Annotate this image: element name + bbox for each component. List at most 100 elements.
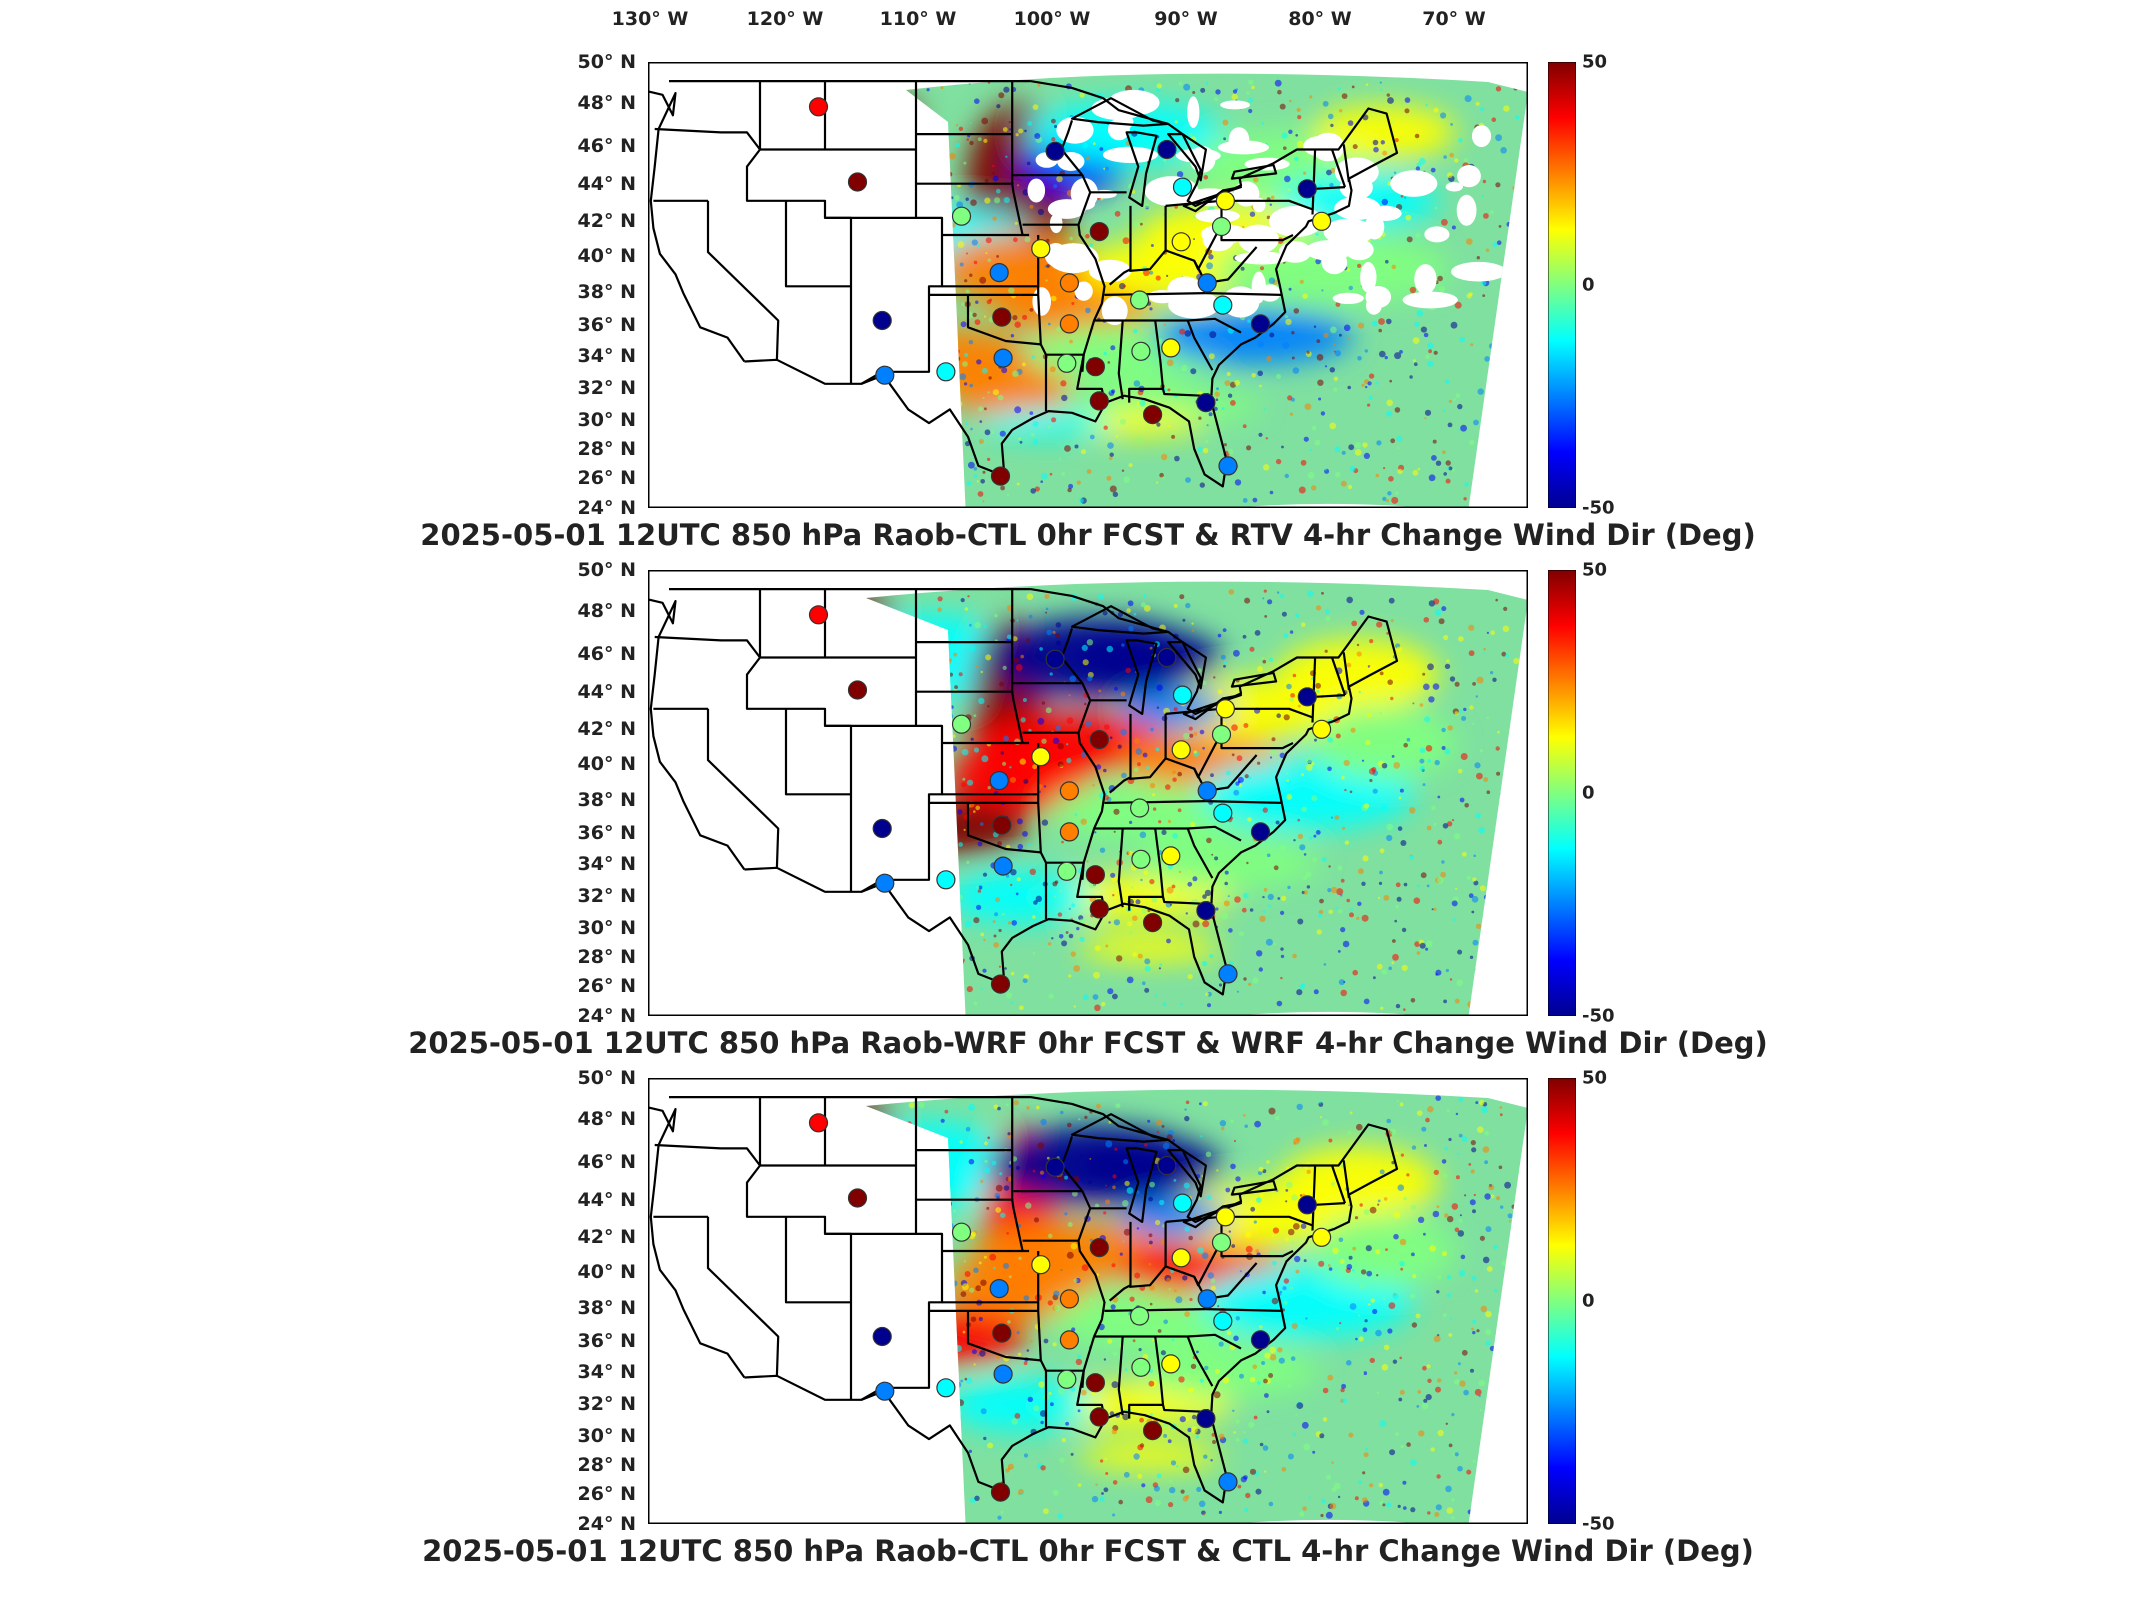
lat-tick-label: 38° N bbox=[577, 1296, 636, 1319]
raob-station-marker bbox=[1213, 803, 1233, 823]
raob-station-marker bbox=[1059, 781, 1079, 801]
raob-station-marker bbox=[1297, 687, 1317, 707]
state-boundary bbox=[1000, 1096, 1399, 1504]
lat-tick-label: 48° N bbox=[577, 600, 636, 623]
lat-tick-label: 50° N bbox=[577, 1067, 636, 1089]
lat-tick-label: 32° N bbox=[577, 1393, 636, 1416]
lat-tick-label: 40° N bbox=[577, 1261, 636, 1283]
state-boundary bbox=[825, 1232, 853, 1303]
colorbar-ctl bbox=[1548, 1078, 1576, 1524]
raob-station-marker bbox=[1057, 1369, 1077, 1389]
state-boundary bbox=[1037, 1251, 1048, 1428]
state-boundary bbox=[1330, 657, 1347, 696]
state-boundary bbox=[706, 708, 780, 868]
state-boundary bbox=[1011, 81, 1024, 236]
lat-tick-label: 24° N bbox=[577, 497, 636, 519]
lat-tick-label: 30° N bbox=[577, 916, 636, 939]
state-boundary bbox=[1037, 235, 1048, 412]
state-boundary bbox=[1117, 828, 1124, 908]
state-boundary bbox=[1129, 205, 1167, 272]
raob-station-marker bbox=[872, 818, 892, 839]
state-boundary bbox=[966, 1310, 1041, 1362]
state-boundary bbox=[1205, 292, 1282, 296]
raob-station-marker bbox=[1045, 141, 1065, 161]
state-boundary bbox=[1104, 292, 1206, 296]
raob-station-marker bbox=[847, 1188, 868, 1208]
state-boundary bbox=[1342, 144, 1350, 183]
state-boundary bbox=[1011, 1097, 1024, 1252]
raob-station-marker bbox=[989, 1279, 1009, 1299]
wind-direction-field bbox=[866, 1089, 1528, 1524]
raob-station-marker bbox=[847, 680, 868, 700]
colorbar-min-label: -50 bbox=[1582, 497, 1615, 519]
raob-station-marker bbox=[1085, 1373, 1105, 1393]
state-boundary bbox=[1165, 707, 1294, 750]
state-boundary bbox=[648, 90, 746, 363]
state-boundary bbox=[1315, 186, 1346, 190]
raob-station-marker bbox=[1031, 239, 1051, 259]
lat-tick-label: 32° N bbox=[577, 377, 636, 400]
colorbar-mid-label: 0 bbox=[1582, 782, 1595, 804]
state-boundary bbox=[1108, 713, 1132, 794]
state-boundary bbox=[784, 1216, 853, 1400]
lat-tick-label: 36° N bbox=[577, 314, 636, 337]
raob-station-marker bbox=[1161, 846, 1181, 866]
raob-station-marker bbox=[1059, 273, 1079, 293]
colorbar-min-label: -50 bbox=[1582, 1513, 1615, 1535]
state-boundary bbox=[745, 1097, 916, 1235]
lat-tick-label: 40° N bbox=[577, 245, 636, 267]
state-boundary bbox=[654, 127, 761, 151]
raob-station-marker bbox=[1215, 1207, 1236, 1227]
raob-station-marker bbox=[951, 206, 972, 226]
raob-station-marker bbox=[936, 870, 956, 890]
lat-tick-label: 32° N bbox=[577, 885, 636, 908]
raob-station-marker bbox=[1218, 1472, 1238, 1492]
state-boundary bbox=[1186, 828, 1214, 879]
raob-station-marker bbox=[1031, 747, 1051, 767]
raob-station-marker bbox=[1171, 232, 1191, 252]
map-rtv bbox=[648, 62, 1528, 508]
colorbar-gradient bbox=[1548, 1078, 1576, 1524]
raob-station-marker bbox=[992, 1323, 1012, 1343]
state-boundary bbox=[745, 81, 916, 219]
map-wrf bbox=[648, 570, 1528, 1016]
raob-station-marker bbox=[808, 1113, 829, 1133]
raob-station-marker bbox=[1311, 211, 1332, 231]
state-boundary bbox=[1108, 205, 1132, 286]
raob-station-marker bbox=[872, 310, 892, 331]
colorbar-mid-label: 0 bbox=[1582, 1290, 1595, 1312]
state-boundary bbox=[745, 589, 916, 727]
lat-tick-label: 34° N bbox=[577, 853, 636, 876]
raob-station-marker bbox=[1297, 1195, 1317, 1215]
lat-tick-label: 42° N bbox=[577, 1225, 636, 1248]
lat-tick-label: 46° N bbox=[577, 134, 636, 157]
raob-station-marker bbox=[1089, 899, 1109, 919]
state-boundary bbox=[1193, 246, 1258, 284]
state-boundary bbox=[744, 866, 1005, 986]
state-boundary bbox=[1193, 1262, 1258, 1300]
state-boundary bbox=[648, 598, 746, 871]
lon-tick-label: 80° W bbox=[1288, 8, 1352, 30]
raob-station-marker bbox=[1218, 456, 1238, 476]
state-boundary bbox=[1108, 1221, 1132, 1302]
raob-station-marker bbox=[993, 348, 1013, 368]
lat-tick-label: 26° N bbox=[577, 974, 636, 997]
state-boundary bbox=[1205, 800, 1282, 804]
lat-tick-label: 36° N bbox=[577, 822, 636, 845]
lat-tick-label: 36° N bbox=[577, 1330, 636, 1353]
raob-station-marker bbox=[1211, 216, 1232, 237]
field-blob bbox=[1138, 835, 1318, 890]
panel-title-rtv: 2025-05-01 12UTC 850 hPa Raob-CTL 0hr FC… bbox=[420, 518, 1756, 552]
raob-station-marker bbox=[1211, 724, 1232, 745]
great-lake-outline bbox=[1125, 1147, 1158, 1223]
raob-station-marker bbox=[875, 873, 895, 893]
raob-station-marker bbox=[993, 856, 1013, 876]
raob-station-marker bbox=[1161, 1354, 1181, 1374]
lat-tick-label: 30° N bbox=[577, 408, 636, 431]
state-boundary bbox=[784, 708, 853, 892]
raob-station-marker bbox=[990, 974, 1011, 994]
raob-station-marker bbox=[1131, 1357, 1151, 1377]
raob-station-marker bbox=[992, 307, 1012, 327]
state-boundary bbox=[1165, 1215, 1294, 1258]
